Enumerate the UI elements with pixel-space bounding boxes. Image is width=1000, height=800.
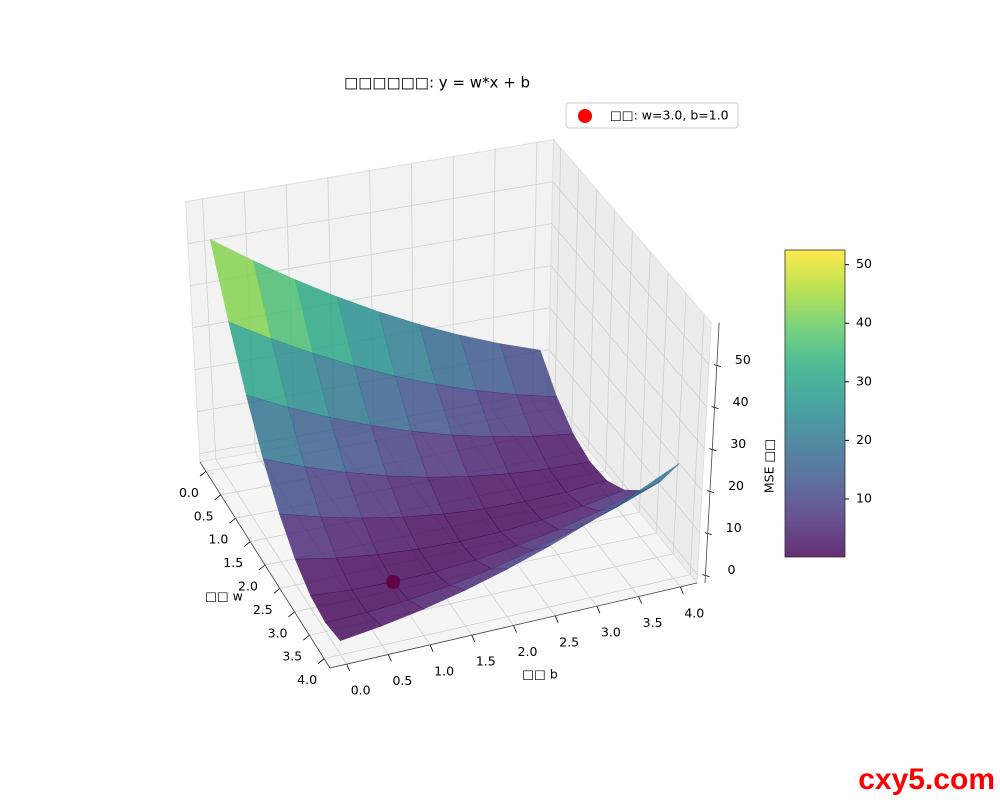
tick-mark	[513, 625, 517, 633]
tick-mark	[596, 606, 601, 614]
z-tick-label: 30	[730, 436, 746, 451]
tick-mark	[388, 654, 392, 662]
x-axis-line	[199, 461, 331, 669]
tick-mark	[214, 494, 221, 501]
x-tick-label: 0.5	[194, 508, 214, 523]
x-tick-label: 1.0	[209, 532, 229, 547]
x-tick-label: 0.0	[179, 485, 199, 500]
z-tick-label: 0	[727, 562, 735, 577]
colorbar-tick-label: 30	[856, 373, 872, 388]
grid-line	[672, 293, 687, 554]
legend-label: □□: w=3.0, b=1.0	[610, 108, 729, 123]
z-axis-label: MSE □□	[762, 439, 777, 493]
tick-mark	[679, 586, 684, 595]
grid-line	[551, 223, 707, 407]
tick-mark	[471, 635, 476, 643]
grid-line	[588, 189, 597, 450]
tick-mark	[303, 634, 310, 641]
grid-line	[655, 272, 669, 534]
tick-mark	[713, 364, 721, 367]
legend-marker	[578, 109, 592, 123]
y-tick-label: 0.0	[351, 683, 371, 698]
legend	[565, 102, 739, 129]
colorbar	[784, 249, 846, 558]
grid-line	[622, 231, 633, 492]
tick-mark	[258, 564, 266, 571]
grid-line	[550, 265, 705, 449]
surface-facet	[325, 612, 383, 641]
x-tick-label: 4.0	[297, 672, 317, 687]
tick-mark	[273, 588, 281, 594]
tick-mark	[288, 611, 295, 618]
grid-line	[549, 307, 703, 491]
y-tick-label: 2.5	[559, 634, 579, 649]
tick-mark	[706, 490, 715, 493]
grid-line	[215, 458, 348, 665]
y-axis-label: □□ b	[522, 667, 558, 682]
grid-line	[571, 168, 580, 430]
z-tick-label: 20	[728, 478, 744, 493]
grid-line	[187, 181, 553, 244]
z-tick-label: 40	[733, 394, 749, 409]
tick-mark	[704, 532, 712, 535]
tick-mark	[346, 663, 351, 672]
tick-mark	[229, 517, 236, 524]
tick-mark	[429, 644, 434, 652]
x-tick-label: 3.5	[282, 649, 302, 664]
x-tick-label: 3.0	[268, 625, 288, 640]
x-tick-label: 2.0	[238, 579, 258, 594]
z-tick-label: 10	[726, 520, 742, 535]
grid-line	[639, 251, 651, 513]
tick-mark	[243, 541, 251, 547]
colorbar-tick-label: 50	[856, 256, 872, 271]
grid-line	[548, 349, 701, 533]
grid-line	[202, 198, 217, 460]
tick-mark	[702, 574, 710, 577]
tick-mark	[709, 448, 717, 451]
z-tick-label: 50	[735, 352, 751, 367]
y-tick-label: 1.0	[434, 663, 454, 678]
x-axis-label: □□ w	[205, 589, 243, 604]
watermark: cxy5.com	[858, 763, 995, 796]
y-axis-line	[329, 582, 698, 669]
tick-mark	[199, 471, 207, 477]
y-tick-label: 3.0	[601, 625, 621, 640]
grid-line	[554, 147, 562, 409]
x-tick-label: 1.5	[223, 555, 243, 570]
grid-line	[552, 181, 710, 365]
tick-mark	[711, 406, 719, 409]
grid-line	[547, 391, 698, 575]
tick-mark	[317, 658, 325, 664]
chart-title: □□□□□□: y = w*x + b	[344, 74, 530, 92]
colorbar-tick-label: 20	[856, 432, 872, 447]
grid-line	[689, 314, 705, 575]
colorbar-tick-label: 10	[856, 490, 872, 505]
surface	[209, 239, 680, 641]
grid-line	[605, 210, 615, 471]
colorbar-tick-label: 40	[856, 315, 872, 330]
tick-mark	[638, 596, 642, 604]
y-tick-label: 2.0	[518, 644, 538, 659]
z-axis-line	[704, 322, 720, 584]
tick-mark	[554, 615, 559, 623]
labels: 0.0 0.5 1.0 1.5 2.0 2.5 3.0 3.5 4.0 0.0 0.5 1.0 1.5 2…	[179, 322, 751, 698]
x-tick-label: 2.5	[253, 602, 273, 617]
y-tick-label: 4.0	[684, 605, 704, 620]
y-tick-label: 3.5	[643, 615, 663, 630]
y-tick-label: 0.5	[392, 673, 412, 688]
y-tick-label: 1.5	[476, 654, 496, 669]
